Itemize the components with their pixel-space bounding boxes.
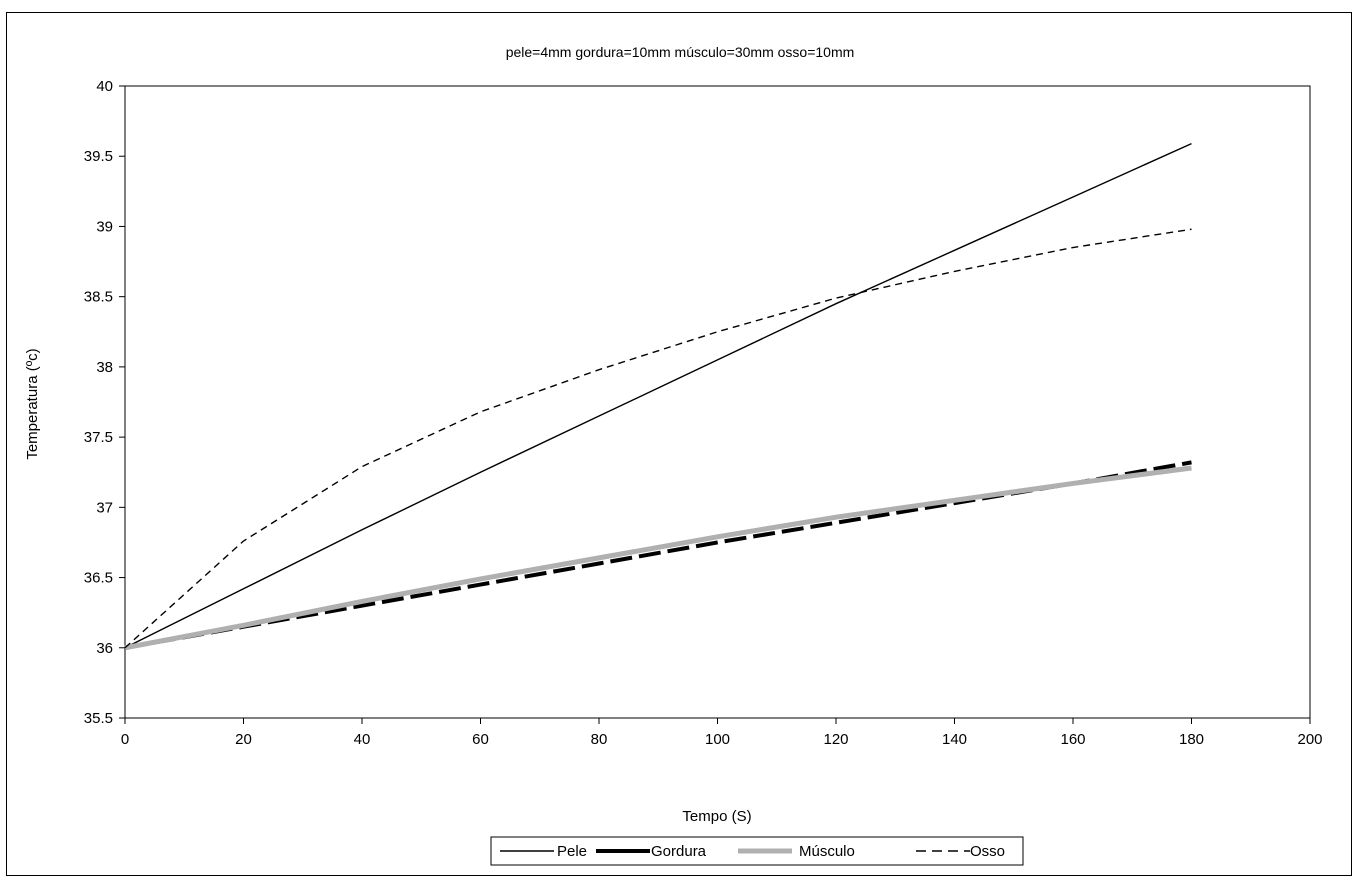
y-axis: 35.5 36 36.5 37 37.5 38 38.5 39 39.5 40 (84, 78, 125, 727)
y-tick-label: 35.5 (84, 710, 113, 727)
legend-label: Pele (557, 843, 587, 860)
series-line-osso (124, 228, 1192, 649)
y-axis-label: Temperatura (ºc) (24, 348, 41, 459)
y-tick-label: 38 (96, 359, 113, 376)
x-tick-label: 0 (121, 731, 129, 748)
x-tick-label: 80 (591, 731, 608, 748)
legend-label: Gordura (651, 843, 707, 860)
y-tick-label: 36.5 (84, 570, 113, 587)
x-tick-label: 20 (235, 731, 252, 748)
legend-label: Osso (970, 843, 1005, 860)
x-tick-label: 40 (354, 731, 371, 748)
x-tick-label: 60 (472, 731, 489, 748)
x-tick-label: 140 (942, 731, 967, 748)
y-tick-label: 39.5 (84, 148, 113, 165)
x-tick-label: 160 (1060, 731, 1085, 748)
y-tick-label: 37 (96, 499, 113, 516)
series-layer (124, 142, 1192, 651)
legend-label: Músculo (799, 843, 855, 860)
x-tick-label: 200 (1297, 731, 1322, 748)
y-tick-label: 40 (96, 78, 113, 95)
chart-frame (6, 12, 1352, 876)
plot-area (124, 85, 1311, 719)
x-axis: 0 20 40 60 80 100 120 140 160 180 200 (121, 718, 1323, 748)
x-tick-label: 120 (823, 731, 848, 748)
chart-title: pele=4mm gordura=10mm músculo=30mm osso=… (506, 44, 855, 60)
x-tick-label: 180 (1179, 731, 1204, 748)
y-tick-label: 36 (96, 640, 113, 657)
legend: Pele Gordura Músculo Osso (490, 836, 1024, 866)
y-tick-label: 38.5 (84, 289, 113, 306)
series-line-m-sculo (124, 465, 1192, 651)
x-axis-label: Tempo (S) (682, 808, 751, 825)
y-tick-label: 37.5 (84, 429, 113, 446)
y-tick-label: 39 (96, 218, 113, 235)
series-line-pele (124, 142, 1192, 649)
x-tick-label: 100 (705, 731, 730, 748)
